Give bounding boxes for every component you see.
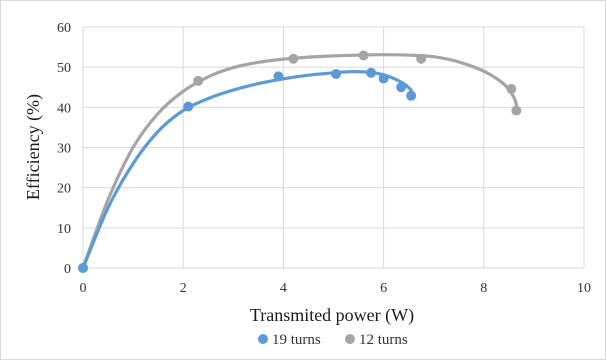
legend: 19 turns 12 turns (258, 332, 408, 348)
y-tick-label: 50 (57, 61, 71, 76)
y-tick-label: 30 (57, 142, 71, 157)
data-point-19-turns (406, 90, 417, 101)
data-point-19-turns (378, 73, 389, 84)
x-tick-label: 8 (480, 281, 487, 296)
x-axis-title: Transmited power (W) (250, 305, 414, 326)
legend-marker (345, 334, 355, 344)
y-axis-title: Efficiency (%) (23, 94, 44, 200)
data-point-19-turns (396, 82, 407, 93)
data-point-19-turns (366, 67, 377, 78)
y-tick-label: 0 (64, 262, 71, 277)
grid-layer (82, 26, 585, 269)
y-tick-label: 60 (57, 21, 71, 36)
x-tick-label: 10 (577, 281, 591, 296)
trendline-12-turns (81, 53, 518, 270)
data-point-19-turns (273, 71, 284, 82)
data-point-19-turns (331, 68, 342, 79)
data-point-12-turns (358, 50, 369, 61)
y-tick-label: 40 (57, 101, 71, 116)
y-tick-label: 10 (57, 222, 71, 237)
data-point-19-turns (183, 101, 194, 112)
data-point-12-turns (511, 105, 522, 116)
data-point-12-turns (506, 83, 517, 94)
trendline-19-turns (81, 69, 413, 270)
x-tick-label: 4 (280, 281, 287, 296)
legend-label: 12 turns (359, 332, 408, 348)
trendline-layer (81, 53, 518, 270)
data-point-12-turns (416, 53, 427, 64)
x-tick-label: 6 (380, 281, 387, 296)
data-point-12-turns (288, 53, 299, 64)
legend-marker (258, 334, 268, 344)
legend-label: 19 turns (272, 332, 321, 348)
x-tick-label: 0 (80, 281, 87, 296)
tick-label-layer: 0 10 20 30 40 50 60 0 2 4 6 8 10 (57, 21, 591, 296)
data-point-12-turns (193, 75, 204, 86)
data-point-19-turns (78, 263, 88, 273)
point-layer (78, 50, 522, 273)
x-tick-label: 2 (180, 281, 187, 296)
y-tick-label: 20 (57, 182, 71, 197)
